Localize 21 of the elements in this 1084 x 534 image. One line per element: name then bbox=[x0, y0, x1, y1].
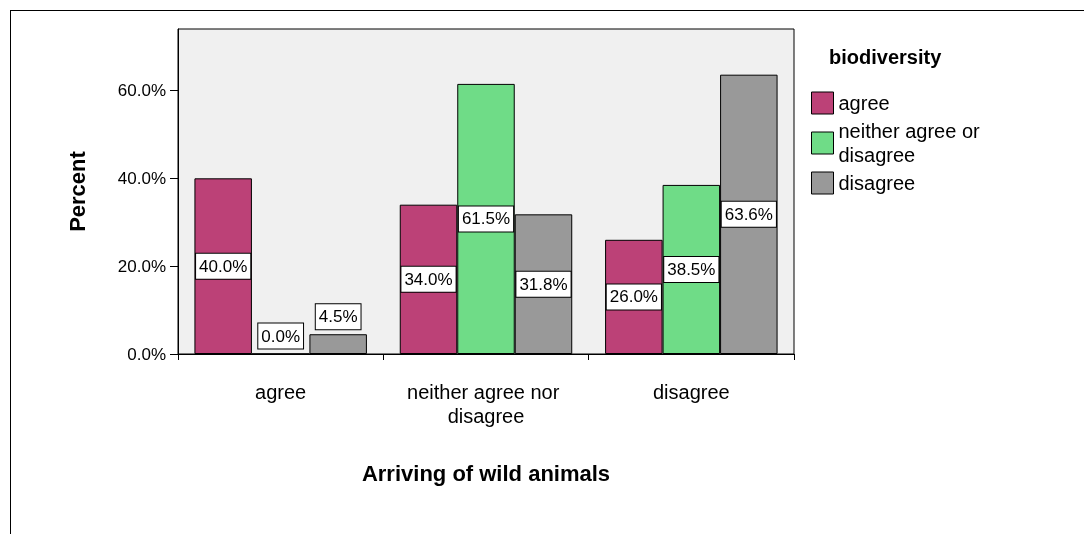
data-label: 40.0% bbox=[199, 256, 248, 276]
legend-label: disagree bbox=[838, 172, 916, 194]
y-tick-label: 60.0% bbox=[117, 80, 166, 100]
x-tick-label: agree bbox=[255, 381, 307, 403]
y-tick-label: 40.0% bbox=[117, 168, 166, 188]
x-tick-label: disagree bbox=[652, 381, 730, 403]
legend-title: biodiversity bbox=[829, 46, 943, 68]
data-label: 38.5% bbox=[667, 259, 716, 279]
data-label: 34.0% bbox=[404, 269, 453, 289]
data-label: 31.8% bbox=[519, 274, 568, 294]
data-label: 63.6% bbox=[724, 204, 773, 224]
y-tick-label: 20.0% bbox=[117, 256, 166, 276]
x-axis-title: Arriving of wild animals bbox=[361, 460, 611, 486]
y-axis-title: Percent bbox=[64, 150, 90, 232]
data-label: 61.5% bbox=[461, 209, 511, 229]
data-label: 26.0% bbox=[609, 287, 658, 307]
data-label: 4.5% bbox=[318, 307, 358, 327]
x-tick-label: neither agree nor disagree bbox=[407, 381, 565, 427]
legend-label: agree bbox=[838, 92, 890, 114]
data-label: 0.0% bbox=[261, 326, 301, 346]
y-tick-label: 0.0% bbox=[127, 344, 166, 364]
